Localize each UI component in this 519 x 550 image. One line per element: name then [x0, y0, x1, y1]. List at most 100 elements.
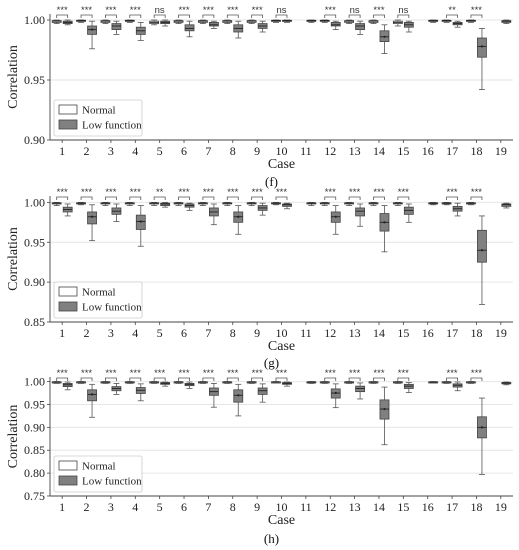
box-low-function: [111, 23, 122, 31]
significance-label: ns: [398, 5, 408, 16]
significance-label: ***: [203, 187, 214, 198]
significance-bracket: [129, 196, 142, 200]
significance-bracket: [178, 196, 190, 200]
significance-bracket: [275, 377, 288, 381]
significance-label: ***: [276, 368, 287, 379]
significance-bracket: [202, 196, 215, 200]
mean-marker: [237, 215, 240, 218]
x-tick-label: 2: [84, 144, 90, 158]
significance-bracket: [80, 14, 93, 18]
x-tick-label: 19: [495, 144, 507, 158]
significance-bracket: [226, 14, 239, 18]
significance-bracket: [202, 14, 215, 18]
x-tick-label: 11: [300, 500, 312, 514]
x-tick-label: 13: [349, 144, 361, 158]
x-tick-label: 3: [108, 500, 114, 514]
x-tick-label: 2: [84, 326, 90, 340]
box-low-function: [87, 211, 97, 225]
y-axis-label: Correlation: [6, 227, 21, 291]
significance-bracket: [105, 14, 117, 18]
significance-label: ***: [178, 187, 189, 198]
significance-bracket: [348, 14, 361, 18]
mean-marker: [334, 391, 337, 395]
box-low-function: [208, 21, 219, 27]
panel-1: 0.90 0.95 1.00 *** *** *** *** ns *** *** *** *** ns…: [6, 5, 513, 189]
significance-label: ***: [105, 187, 116, 198]
legend-label: Low function: [82, 302, 142, 314]
x-tick-label: 13: [349, 326, 361, 340]
y-tick-label: 1.00: [24, 13, 45, 27]
x-tick-label: 17: [446, 326, 458, 340]
mean-marker: [90, 393, 94, 396]
significance-bracket: [226, 377, 239, 381]
legend-swatch: [58, 104, 78, 115]
x-tick-label: 14: [373, 144, 385, 158]
significance-label: ***: [471, 187, 482, 198]
box-low-function: [330, 21, 341, 27]
legend-swatch: [58, 475, 78, 486]
x-tick-label: 14: [373, 500, 385, 514]
significance-label: **: [448, 5, 456, 16]
y-tick-label: 0.95: [24, 73, 45, 87]
panel-label: (f): [265, 174, 278, 189]
legend-swatch: [58, 286, 78, 297]
significance-bracket: [348, 377, 361, 381]
significance-bracket: [470, 377, 483, 381]
x-tick-label: 11: [300, 144, 312, 158]
x-tick-label: 18: [470, 144, 482, 158]
significance-label: ***: [203, 5, 214, 16]
significance-label: ***: [227, 368, 238, 379]
significance-bracket: [129, 14, 142, 18]
box-low-function: [355, 385, 366, 393]
legend: Normal Low function: [53, 455, 143, 493]
x-tick-label: 3: [108, 144, 114, 158]
significance-label: ***: [373, 187, 384, 198]
x-axis-label: Case: [268, 157, 295, 172]
panel-2: 0.850.900.951.00*** *** *** *** ** *** *** *** *…: [6, 187, 513, 370]
significance-bracket: [153, 196, 166, 200]
significance-bracket: [251, 196, 264, 200]
x-tick-label: 13: [349, 500, 361, 514]
significance-label: **: [156, 187, 164, 198]
x-tick-label: 8: [230, 500, 236, 514]
significance-bracket: [178, 14, 190, 18]
y-tick-label: 0.90: [24, 275, 45, 289]
x-tick-label: 18: [470, 326, 482, 340]
x-tick-label: 9: [254, 144, 260, 158]
x-tick-label: 1: [59, 500, 65, 514]
significance-bracket: [56, 196, 69, 200]
significance-label: ***: [349, 187, 360, 198]
x-tick-label: 15: [397, 144, 409, 158]
significance-bracket: [153, 14, 166, 18]
x-tick-label: 5: [157, 500, 163, 514]
significance-label: ***: [154, 368, 165, 379]
legend-swatch: [58, 301, 78, 312]
x-tick-label: 2: [84, 500, 90, 514]
mean-marker: [90, 28, 94, 31]
significance-bracket: [397, 14, 410, 18]
legend-label: Normal: [82, 287, 116, 299]
significance-label: ***: [252, 368, 263, 379]
significance-label: ***: [81, 187, 92, 198]
significance-bracket: [226, 196, 239, 200]
significance-label: ***: [471, 5, 482, 16]
significance-bracket: [178, 377, 190, 381]
x-tick-label: 16: [422, 500, 434, 514]
significance-bracket: [275, 14, 288, 18]
significance-bracket: [446, 14, 458, 18]
x-tick-label: 12: [324, 144, 336, 158]
legend-label: Low function: [82, 476, 142, 488]
significance-label: ***: [227, 5, 238, 16]
y-tick-label: 0.90: [24, 133, 45, 147]
significance-label: ***: [81, 368, 92, 379]
significance-bracket: [373, 14, 385, 18]
legend: Normal Low function: [53, 99, 143, 137]
y-tick-label: 0.95: [24, 235, 45, 249]
y-tick-label: 1.00: [24, 195, 45, 209]
significance-label: ***: [81, 5, 92, 16]
x-tick-label: 4: [132, 144, 138, 158]
x-tick-label: 9: [254, 500, 260, 514]
x-tick-label: 3: [108, 326, 114, 340]
significance-bracket: [397, 196, 410, 200]
